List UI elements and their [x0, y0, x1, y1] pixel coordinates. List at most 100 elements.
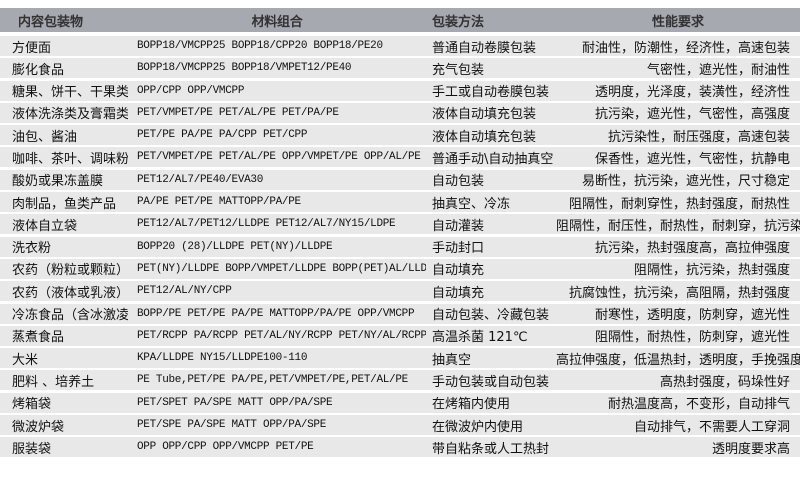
table-row: 膨化食品 BOPP18/VMCPP25 BOPP18/VMPET12/PE40 充气… [0, 58, 800, 79]
cell-requirements: 高拉伸强度，低温热封，透明度，手挽强度高 [556, 352, 800, 368]
cell-materials: PET12/AL7/PE40/EVA30 [137, 173, 264, 186]
cell-contents: 洗衣粉 [12, 241, 52, 257]
table-row: 蒸煮食品 PET/RCPP PA/RCPP PET/AL/NY/RCPP PET/… [0, 325, 800, 346]
cell-materials: BOPP/PE PET/PE PA/PE MATTOPP/PA/PE OPP/V… [137, 307, 415, 320]
cell-materials: PET/SPE PA/SPE MATT OPP/PA/SPE [137, 419, 327, 432]
cell-contents: 咖啡、茶叶、调味粉等 [12, 151, 128, 167]
header-requirements: 性能要求 [651, 14, 704, 30]
cell-materials: OPP/CPP OPP/VMCPP [137, 84, 245, 97]
header-method: 包装方法 [432, 14, 485, 30]
cell-materials: PE Tube,PET/PE PA/PE,PET/VMPET/PE,PET/AL… [137, 374, 408, 387]
table-body: 方便面 BOPP18/VMCPP25 BOPP18/CPP20 BOPP18/PE… [0, 36, 800, 458]
cell-contents: 微波炉袋 [12, 419, 65, 435]
cell-contents: 肉制品，鱼类产品 [12, 196, 117, 212]
cell-materials: PET/VMPET/PE PET/AL/PE PET/PA/PE [137, 106, 339, 119]
cell-contents: 糖果、饼干、干果类 [12, 85, 128, 101]
cell-materials: BOPP18/VMCPP25 BOPP18/CPP20 BOPP18/PE20 [137, 40, 383, 52]
table-row: 肉制品，鱼类产品 PA/PE PET/PE MATTOPP/PA/PE 抽真空、冷冻… [0, 192, 800, 213]
cell-method: 充气包装 [432, 62, 485, 78]
table-row: 农药（液体或乳液） PET12/AL/NY/CPP 自动填充 抗腐蚀性，抗污染，高阻隔… [0, 281, 800, 302]
header-materials: 材料组合 [251, 14, 303, 30]
cell-requirements: 耐热温度高，不变形，自动排气 [607, 397, 790, 413]
cell-method: 在微波炉内使用 [432, 419, 524, 435]
cell-materials: BOPP18/VMCPP25 BOPP18/VMPET12/PE40 [137, 62, 352, 75]
cell-requirements: 保香性，遮光性，气密性，抗静电 [594, 151, 790, 167]
cell-method: 手工或自动卷膜包装 [432, 85, 550, 101]
cell-requirements: 自动排气，不需要人工穿洞 [633, 419, 790, 435]
cell-contents: 酸奶或果冻盖膜 [12, 174, 104, 190]
cell-requirements: 抗污染，热封强度高，高拉伸强度 [594, 241, 790, 257]
cell-method: 自动填充 [432, 285, 485, 301]
cell-method: 高温杀菌 121℃ [432, 330, 528, 346]
table-header: 内容包装物 材料组合 包装方法 性能要求 [0, 8, 800, 32]
cell-contents: 油包、酱油 [12, 129, 78, 145]
table-row: 油包、酱油 PET/PE PA/PE PA/CPP PET/CPP 液体自动填充包装… [0, 125, 800, 146]
cell-method: 手动包装或自动包装 [432, 374, 550, 390]
cell-materials: KPA/LLDPE NY15/LLDPE100-110 [137, 352, 308, 365]
cell-materials: PET12/AL7/PET12/LLDPE PET12/AL7/NY15/LDP… [137, 218, 396, 231]
cell-requirements: 阻隔性，耐刺穿性，热封强度，耐热性 [568, 196, 790, 212]
cell-method: 带自粘条或人工热封 [432, 441, 550, 457]
cell-materials: PET/RCPP PA/RCPP PET/AL/NY/RCPP PET/NY/A… [137, 329, 426, 342]
table-row: 洗衣粉 BOPP20 (28)/LLDPE PET(NY)/LLDPE 手动封口 抗污… [0, 236, 800, 257]
cell-method: 普通手动\自动抽真空 [432, 151, 554, 167]
cell-method: 自动填充 [432, 263, 485, 279]
cell-method: 液体自动填充包装 [432, 129, 537, 145]
cell-requirements: 耐寒性，透明度，防刺穿，遮光性 [594, 308, 790, 324]
cell-requirements: 气密性，遮光性，耐油性 [646, 62, 790, 78]
cell-contents: 服装袋 [12, 441, 52, 457]
cell-method: 普通自动卷膜包装 [432, 40, 537, 56]
cell-contents: 方便面 [12, 40, 52, 56]
table-row: 液体洗涤类及膏霜类 PET/VMPET/PE PET/AL/PE PET/PA/P… [0, 102, 800, 123]
cell-method: 液体自动填充包装 [432, 107, 537, 123]
cell-requirements: 透明度，光泽度，装潢性，经济性 [594, 85, 790, 101]
cell-method: 抽真空 [432, 352, 472, 368]
cell-requirements: 易断性，抗污染，遮光性，尺寸稳定 [581, 174, 790, 190]
packaging-table: 内容包装物 材料组合 包装方法 性能要求 方便面 BOPP18/VMCPP25 B… [0, 8, 800, 458]
table-row: 方便面 BOPP18/VMCPP25 BOPP18/CPP20 BOPP18/PE… [0, 36, 800, 56]
cell-method: 自动包装 [432, 174, 485, 190]
cell-contents: 蒸煮食品 [12, 330, 65, 346]
cell-requirements: 阻隔性，抗污染，热封强度 [633, 263, 790, 279]
table-row: 液体自立袋 PET12/AL7/PET12/LLDPE PET12/AL7/NY1… [0, 214, 800, 235]
cell-method: 在烤箱内使用 [432, 397, 511, 413]
cell-requirements: 抗污染，遮光性，气密性，高强度 [594, 107, 790, 123]
table-row: 农药（粉粒或颗粒） PET(NY)/LLDPE BOPP/VMPET/LLDPE … [0, 258, 800, 279]
cell-materials: PET/VMPET/PE PET/AL/PE OPP/VMPET/PE OPP/… [137, 151, 421, 164]
cell-contents: 肥料 、培养土 [12, 374, 95, 390]
table-row: 糖果、饼干、干果类 OPP/CPP OPP/VMCPP 手工或自动卷膜包装 透明度，光… [0, 80, 800, 101]
cell-requirements: 透明度要求高 [711, 441, 790, 457]
cell-materials: PA/PE PET/PE MATTOPP/PA/PE [137, 196, 301, 209]
cell-materials: BOPP20 (28)/LLDPE PET(NY)/LLDPE [137, 240, 333, 253]
header-contents: 内容包装物 [18, 14, 84, 30]
cell-materials: PET(NY)/LLDPE BOPP/VMPET/LLDPE BOPP(PET)… [137, 262, 426, 275]
table-row: 烤箱袋 PET/SPET PA/SPE MATT OPP/PA/SPE 在烤箱内使用… [0, 392, 800, 413]
cell-requirements: 高热封强度，码垛性好 [659, 374, 790, 390]
cell-contents: 烤箱袋 [12, 397, 52, 413]
cell-contents: 冷冻食品（含冰激凌） [12, 308, 128, 324]
table-row: 大米 KPA/LLDPE NY15/LLDPE100-110 抽真空 高拉伸强度，低温… [0, 348, 800, 369]
cell-materials: PET/PE PA/PE PA/CPP PET/CPP [137, 129, 308, 142]
cell-requirements: 抗污染性，耐压强度，高速包装 [607, 129, 790, 145]
table-row: 服装袋 OPP OPP/CPP OPP/VMCPP PET/PE 带自粘条或人工热封… [0, 437, 800, 458]
table-row: 咖啡、茶叶、调味粉等 PET/VMPET/PE PET/AL/PE OPP/VMP… [0, 147, 800, 168]
cell-contents: 液体自立袋 [12, 218, 78, 234]
cell-method: 自动灌装 [432, 218, 485, 234]
cell-requirements: 耐油性，防潮性，经济性，高速包装 [581, 40, 790, 56]
table-row: 冷冻食品（含冰激凌） BOPP/PE PET/PE PA/PE MATTOPP/P… [0, 303, 800, 324]
cell-requirements: 抗腐蚀性，抗污染，高阻隔，热封强度 [568, 285, 790, 301]
cell-materials: PET/SPET PA/SPE MATT OPP/PA/SPE [137, 396, 333, 409]
cell-method: 抽真空、冷冻 [432, 196, 511, 212]
table-row: 微波炉袋 PET/SPE PA/SPE MATT OPP/PA/SPE 在微波炉内使… [0, 415, 800, 436]
cell-requirements: 阻隔性，耐热性，防刺穿，遮光性 [594, 330, 790, 346]
cell-materials: OPP OPP/CPP OPP/VMCPP PET/PE [137, 441, 314, 454]
table-row: 肥料 、培养土 PE Tube,PET/PE PA/PE,PET/VMPET/PE… [0, 370, 800, 391]
cell-contents: 农药（粉粒或颗粒） [12, 263, 128, 279]
cell-requirements: 阻隔性，耐压性，耐热性，耐刺穿，抗污染 [556, 218, 800, 234]
cell-contents: 农药（液体或乳液） [12, 285, 128, 301]
table-row: 酸奶或果冻盖膜 PET12/AL7/PE40/EVA30 自动包装 易断性，抗污染，遮… [0, 169, 800, 190]
cell-contents: 大米 [12, 352, 39, 368]
cell-contents: 膨化食品 [12, 62, 65, 78]
cell-method: 手动封口 [432, 241, 485, 257]
cell-method: 自动包装、冷藏包装 [432, 308, 550, 324]
